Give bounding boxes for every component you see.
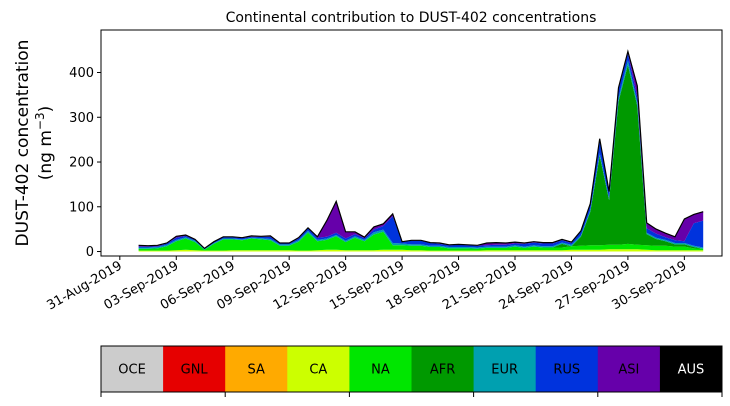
chart-title: Continental contribution to DUST-402 con… [226,10,597,26]
plot-frame [100,29,723,257]
y-axis-label: DUST-402 concentration (ng m−3) [13,40,56,247]
legend-label-sa: SA [248,363,265,378]
legend-swatch-ca [287,346,350,392]
legend-label-oce: OCE [118,363,146,378]
legend-label-aus: AUS [678,363,705,378]
area-rus [138,53,704,249]
legend-swatch-asi [597,346,661,392]
legend-swatch-rus [535,346,599,392]
y-axis-label-unit-exponent: −3 [33,112,47,130]
legend-swatch-sa [225,346,288,392]
y-axis-label-unit-suffix: ) [36,106,56,113]
y-tick-label: 0 [86,245,94,260]
legend-swatch-aus [659,346,723,392]
y-axis-label-unit-prefix: (ng m [36,130,56,180]
legend-swatch-afr [411,346,475,392]
legend-frame [100,345,723,393]
x-axis: 31-Aug-201903-Sep-201906-Sep-201909-Sep-… [44,256,689,314]
y-axis: 0 100 200 300 400 [69,66,101,260]
legend-label-na: NA [371,363,390,378]
legend-label-ca: CA [309,363,327,378]
legend-swatch-gnl [163,346,226,392]
y-axis-label-line1: DUST-402 concentration [13,40,33,247]
area-na [138,231,704,251]
y-tick-label: 400 [69,66,94,81]
y-axis-label-line2: (ng m−3) [33,106,56,181]
total-outline [138,49,704,250]
y-tick-label: 100 [69,200,94,215]
y-tick-label: 200 [69,156,94,171]
legend: OCE GNL SA CA NA AFR EUR RUS ASI AUS [100,345,723,397]
legend-label-afr: AFR [430,363,455,378]
legend-swatch-eur [473,346,537,392]
legend-swatch-na [349,346,412,392]
area-ca [138,249,704,252]
legend-label-rus: RUS [553,363,580,378]
legend-label-gnl: GNL [181,363,209,378]
legend-label-asi: ASI [618,363,639,378]
y-tick-label: 300 [69,111,94,126]
legend-swatch-oce [101,346,164,392]
stacked-areas [138,49,704,252]
legend-label-eur: EUR [491,363,518,378]
